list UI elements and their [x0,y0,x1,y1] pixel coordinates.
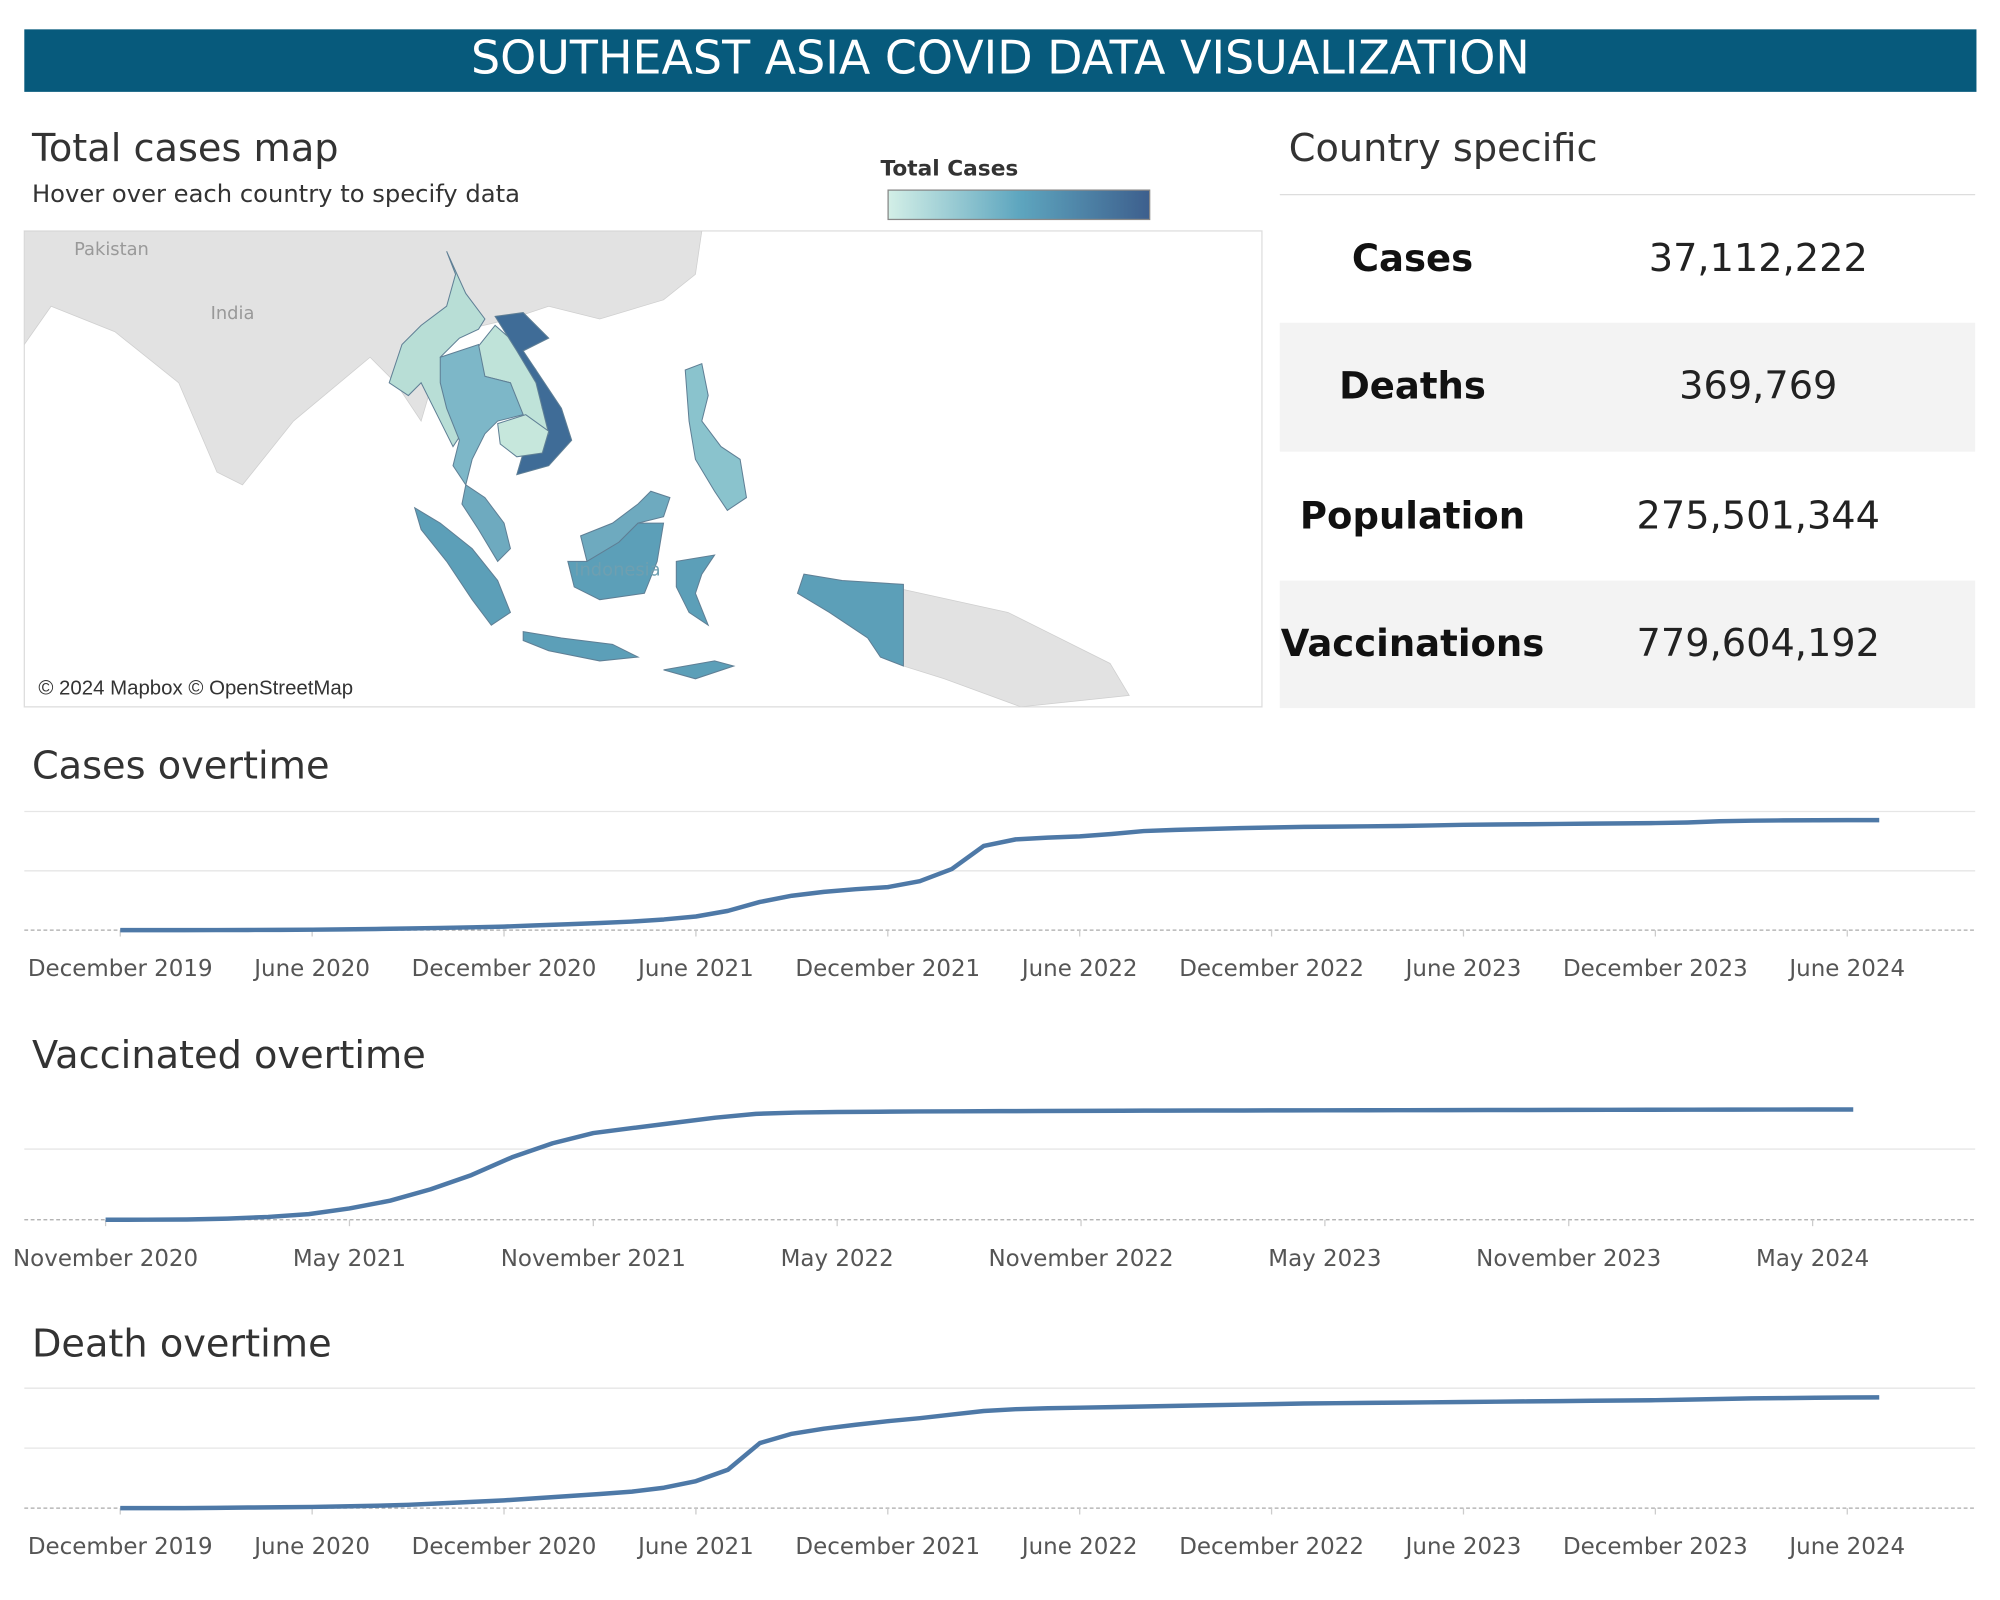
x-tick-label: December 2023 [1563,956,1748,982]
line [105,1107,1854,1223]
row-bg [1279,580,1976,709]
x-tick-label: December 2020 [412,956,597,982]
legend-title: Total Cases [880,157,1018,182]
x-tick-label: June 2021 [636,956,754,982]
map-label: Pakistan [74,239,149,260]
papua[interactable] [796,573,904,667]
map-title: Total cases map [31,126,339,171]
x-tick-label: November 2020 [13,1246,198,1272]
x-tick-label: June 2024 [1787,1534,1905,1560]
x-tick-label: June 2021 [636,1534,754,1560]
line [120,817,1880,933]
x-tick-label: December 2020 [412,1534,597,1560]
x-tick-label: December 2019 [28,956,213,982]
x-tick-label: December 2021 [795,1534,980,1560]
x-tick-label: May 2022 [781,1246,894,1272]
stat-label: Deaths [1339,364,1486,407]
legend-gradient [887,189,1151,221]
x-tick-label: November 2021 [501,1246,686,1272]
x-tick-label: December 2019 [28,1534,213,1560]
line [120,1395,1880,1511]
myanmar[interactable] [388,251,486,448]
stat-value: 779,604,192 [1637,621,1880,666]
x-tick-label: December 2021 [795,956,980,982]
x-tick-label: June 2023 [1404,956,1522,982]
philippines[interactable] [684,362,748,512]
java[interactable] [522,630,640,662]
map-attribution: © 2024 Mapbox © OpenStreetMap [38,677,353,699]
x-tick-label: December 2022 [1179,1534,1364,1560]
header-bar [24,29,1977,92]
x-tick-label: June 2023 [1404,1534,1522,1560]
x-tick-label: June 2020 [252,956,370,982]
x-tick-label: June 2024 [1787,956,1905,982]
x-tick-label: November 2022 [988,1246,1173,1272]
chart-title: Vaccinated overtime [32,1033,426,1078]
charts: Cases overtime December 2019 June 2020 Dece… [13,744,1976,1560]
x-tick-label: May 2021 [293,1246,406,1272]
sumatra[interactable] [413,506,512,626]
panel-title: Country specific [1289,126,1598,171]
malaysia[interactable] [461,484,511,563]
map-label: Indonesia [574,559,660,580]
stat-value: 369,769 [1679,363,1837,408]
kalimantan[interactable] [567,522,665,601]
stat-label: Vaccinations [1281,622,1545,665]
x-tick-label: May 2023 [1268,1246,1381,1272]
chart-title: Death overtime [32,1322,332,1367]
row-bg [1279,322,1976,452]
map-subtitle: Hover over each country to specify data [32,179,520,208]
x-tick-label: November 2023 [1476,1246,1661,1272]
stats-table: Cases 37,112,222 Deaths 369,769 Population 27… [1281,236,1880,666]
x-tick-label: June 2022 [1020,1534,1138,1560]
x-tick-label: June 2020 [252,1534,370,1560]
x-tick-label: December 2023 [1563,1534,1748,1560]
chart-title: Cases overtime [32,744,330,789]
stat-value: 37,112,222 [1649,236,1868,281]
thailand[interactable] [439,343,524,487]
stat-label: Population [1300,495,1525,538]
stat-label: Cases [1352,237,1473,280]
cambodia[interactable] [497,414,550,458]
header-title: SOUTHEAST ASIA COVID DATA VISUALIZATION [471,31,1530,85]
sulawesi[interactable] [675,554,716,627]
map-label: India [211,303,255,324]
stat-value: 275,501,344 [1637,494,1880,539]
x-tick-label: December 2022 [1179,956,1364,982]
x-tick-label: May 2024 [1756,1246,1869,1272]
map: Pakistan India Indonesia © 2024 Mapbox ©… [23,230,1263,708]
timor[interactable] [663,660,736,680]
vietnam[interactable] [494,312,573,476]
x-tick-label: June 2022 [1020,956,1138,982]
